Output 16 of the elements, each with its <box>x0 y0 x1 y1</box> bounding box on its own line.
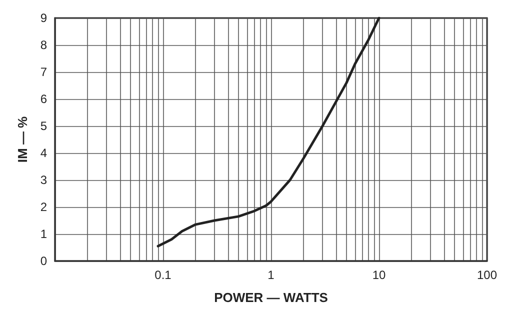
y-tick-label: 8 <box>40 38 48 52</box>
y-tick-label: 0 <box>40 254 48 268</box>
x-tick-label: 1 <box>268 268 275 282</box>
y-tick-label: 1 <box>40 227 48 241</box>
y-tick-label: 4 <box>40 146 48 160</box>
y-tick-label: 3 <box>40 173 48 187</box>
y-tick-label: 6 <box>40 92 48 106</box>
x-tick-label: 10 <box>372 268 386 282</box>
y-axis-title: IM — % <box>15 116 30 163</box>
y-tick-label: 2 <box>40 200 48 214</box>
y-tick-label: 7 <box>40 65 48 79</box>
y-tick-label: 9 <box>40 11 48 25</box>
y-tick-label: 5 <box>40 119 48 133</box>
x-tick-label: 0.1 <box>154 268 172 282</box>
x-axis-title: POWER — WATTS <box>214 290 328 305</box>
x-tick-label: 100 <box>476 268 498 282</box>
